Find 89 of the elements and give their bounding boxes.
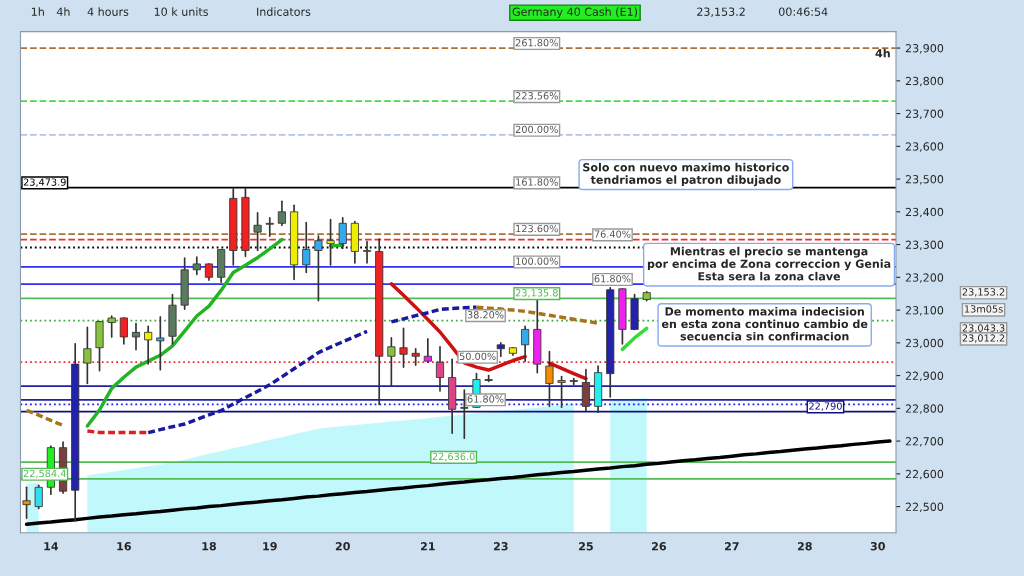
x-tick-label: 20 [335, 542, 350, 551]
annotation: 76.40% [594, 230, 631, 238]
candlestick [557, 375, 566, 409]
annotation: 61.80% [467, 395, 504, 403]
annotation: 4h [875, 48, 890, 58]
y-tick-label: 22,900 [905, 371, 944, 382]
annotation: 123.60% [516, 224, 558, 233]
text: 23,153.2 [962, 288, 1005, 297]
candlestick [326, 218, 335, 266]
x-tick-label: 21 [420, 542, 435, 551]
x-tick-label: 19 [263, 542, 277, 551]
candlestick [253, 211, 262, 252]
ref-line-label: 23,473.9 [23, 178, 66, 187]
x-tick-label: 18 [202, 542, 216, 551]
y-tick-label: 23,300 [905, 240, 944, 251]
candlestick [34, 484, 43, 510]
line-series [24, 408, 65, 428]
candlestick [107, 315, 116, 338]
chart-title: Germany 40 Cash (E1) [512, 7, 638, 19]
y-tick-label: 22,700 [905, 437, 944, 447]
x-tick-label: 30 [870, 542, 885, 551]
candlestick [399, 327, 408, 368]
x-tick-label: 26 [652, 542, 667, 551]
text: 23,012.2 [962, 334, 1005, 343]
text: 23,153.2 [697, 7, 745, 18]
candlestick [460, 389, 469, 439]
y-tick-label: 23,000 [905, 338, 944, 349]
candlestick [521, 325, 530, 363]
annotation: 223.56% [515, 92, 558, 100]
candlestick [83, 326, 92, 385]
annotation: Solo con nuevo maximo historico tendriamos el patron dibujado [583, 162, 789, 187]
candlestick [435, 345, 445, 392]
ref-line-label: 22,636.0 [432, 452, 475, 462]
text: 13m05s [964, 305, 1003, 313]
annotation: 261.80% [515, 38, 558, 47]
text: 4h [56, 7, 70, 16]
ref-line-label: 22,584.4 [23, 469, 66, 479]
annotation: 61.80% [594, 275, 631, 283]
y-tick-label: 23,100 [905, 306, 944, 316]
annotation: 50.00% [459, 352, 496, 361]
y-tick-label: 22,800 [905, 404, 944, 414]
candlestick [411, 347, 420, 366]
y-tick-label: 22,500 [905, 502, 944, 513]
candlestick [144, 325, 153, 365]
annotation: 200.00% [515, 125, 558, 134]
candlestick [22, 486, 31, 519]
y-tick-label: 23,800 [905, 76, 944, 87]
candlestick [423, 338, 432, 363]
candlestick [569, 377, 578, 386]
text: 4 hours [87, 7, 129, 16]
x-tick-label: 16 [117, 542, 131, 551]
text: 00:46:54 [778, 7, 828, 16]
candlestick [496, 341, 505, 358]
x-tick-label: 27 [724, 542, 739, 551]
candlestick [265, 216, 274, 237]
text: 10 k units [154, 7, 209, 16]
text: 1h [31, 7, 44, 16]
candlestick [387, 337, 396, 387]
y-tick-label: 23,400 [905, 207, 944, 218]
candlestick [302, 221, 311, 274]
y-tick-label: 23,700 [905, 109, 944, 120]
y-tick-label: 23,500 [905, 175, 944, 185]
y-tick-label: 23,600 [905, 142, 944, 152]
annotation: De momento maxima indecision en esta zona continuo cambio de secuencia sin confirmacion [661, 307, 868, 341]
annotation: Mientras el precio se mantenga por encima de Zona correccion y Genia Esta sera la zona clave [647, 246, 891, 281]
ref-line-label: 22,790 [809, 402, 842, 411]
x-tick-label: 23 [493, 542, 508, 551]
candlestick [362, 240, 372, 264]
annotation: 38.20% [467, 311, 504, 319]
x-tick-label: 25 [579, 542, 593, 551]
y-tick-label: 22,600 [905, 469, 944, 480]
annotation: 161.80% [516, 178, 558, 186]
annotation: 100.00% [516, 257, 558, 265]
line-series [24, 439, 892, 527]
candlestick [156, 316, 165, 371]
ref-line-label: 23,135.8 [515, 289, 558, 298]
text: Indicators [257, 7, 311, 16]
x-tick-label: 28 [797, 542, 812, 551]
candlestick [314, 235, 323, 302]
y-tick-label: 23,900 [905, 44, 944, 54]
text: 23,043.3 [962, 324, 1005, 333]
candlestick [131, 322, 141, 351]
candlestick [277, 200, 286, 227]
y-tick-label: 23,200 [905, 273, 944, 283]
x-tick-label: 14 [44, 542, 59, 551]
candlestick [338, 216, 347, 250]
candlestick [581, 368, 590, 412]
candlestick [119, 317, 128, 345]
candlestick [545, 350, 554, 408]
